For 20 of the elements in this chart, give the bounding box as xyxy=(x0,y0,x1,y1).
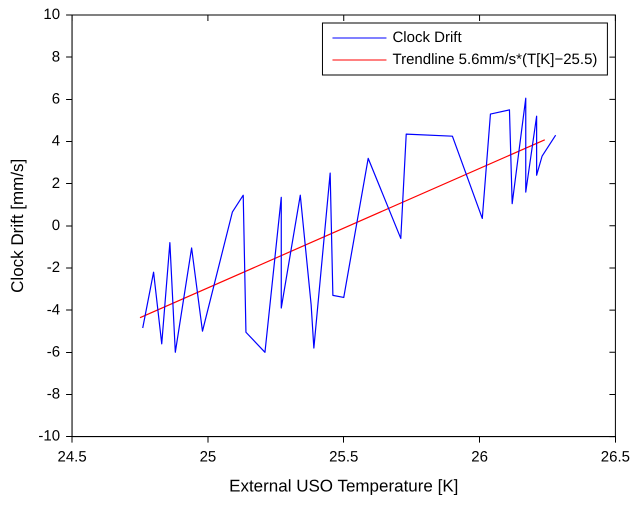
y-tick-label: 10 xyxy=(43,6,60,24)
x-axis-title: External USO Temperature [K] xyxy=(229,476,458,496)
y-tick-label: 2 xyxy=(52,174,60,192)
y-tick-label: -10 xyxy=(38,428,60,445)
x-tick-label: 24.5 xyxy=(57,448,87,466)
legend-label: Trendline 5.6mm/s*(T[K]−25.5) xyxy=(392,51,598,68)
legend-label: Clock Drift xyxy=(392,29,462,46)
y-axis-title: Clock Drift [mm/s] xyxy=(8,158,27,293)
x-tick-label: 26 xyxy=(471,448,488,466)
y-tick-label: -8 xyxy=(46,386,60,403)
y-tick-label: 4 xyxy=(52,132,60,150)
x-tick-label: 25.5 xyxy=(329,448,358,466)
y-tick-label: -2 xyxy=(46,259,60,276)
y-tick-label: -6 xyxy=(46,343,60,360)
y-tick-label: -4 xyxy=(46,301,60,318)
x-tick-label: 26.5 xyxy=(600,448,630,466)
x-tick-label: 25 xyxy=(200,448,216,466)
y-tick-label: 0 xyxy=(52,216,60,234)
y-tick-label: 6 xyxy=(52,90,60,108)
y-tick-label: 8 xyxy=(52,48,60,66)
